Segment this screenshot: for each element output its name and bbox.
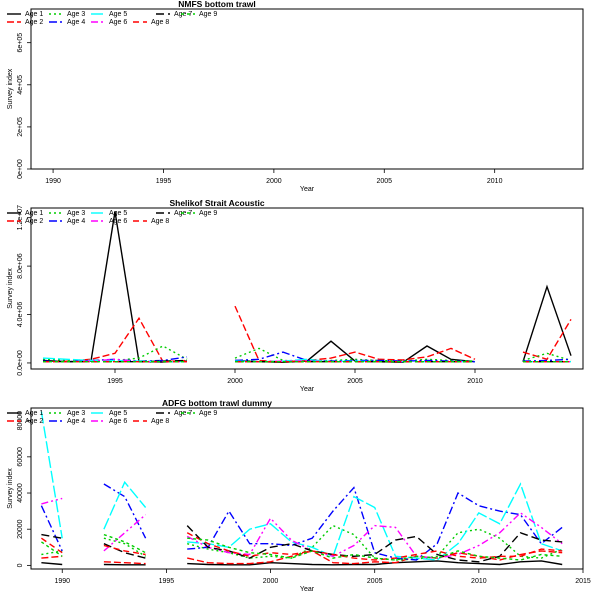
y-tick-label: 60000 [17, 447, 24, 467]
series-line-age-1 [41, 560, 563, 566]
series-line-age-9 [41, 533, 563, 561]
chart-title: ADFG bottom trawl dummy [162, 398, 272, 408]
legend-label-age-8: Age 8 [151, 418, 169, 425]
legend-label-age-5: Age 5 [109, 210, 127, 217]
chart-title: NMFS bottom trawl [178, 0, 255, 9]
x-tick-label: 2000 [266, 178, 282, 185]
x-tick-label: 2000 [227, 378, 243, 385]
legend-label-age-8: Age 8 [151, 218, 169, 225]
legend-label-age-9: Age 9 [199, 210, 217, 217]
chart-panel-3: ADFG bottom trawl dummy 1990 1995 2000 2005 2… [7, 398, 591, 593]
series-line-age-5 [40, 411, 563, 561]
legend-label-age-9: Age 9 [199, 11, 217, 18]
plot-frame [30, 8, 584, 170]
x-axis-label: Year [300, 386, 315, 393]
legend-label-age-1: Age 1 [25, 210, 43, 217]
x-axis-label: Year [300, 186, 315, 193]
legend-label-age-6: Age 6 [109, 218, 127, 225]
x-tick-label: 2010 [471, 578, 487, 585]
y-axis-label: Survey index [7, 68, 14, 109]
series-group [40, 411, 563, 566]
y-tick-label: 0 [17, 563, 24, 567]
x-tick-label: 2010 [487, 178, 503, 185]
y-tick-label: 4e+05 [17, 75, 24, 95]
y-tick-label: 4.0e+06 [17, 302, 24, 328]
y-tick-label: 0.0e+00 [17, 350, 24, 376]
legend-label-age-5: Age 5 [109, 410, 127, 417]
legend-label-age-1: Age 1 [25, 11, 43, 18]
x-tick-label: 1990 [54, 578, 70, 585]
series-line-age-8 [40, 532, 563, 561]
x-tick-label: 1995 [156, 178, 172, 185]
x-axis-label: Year [300, 586, 315, 593]
series-line-age-1 [42, 211, 572, 364]
y-tick-label: 20000 [17, 519, 24, 539]
chart-panel-1: NMFS bottom trawl 1990 1995 2000 2005 2010 0e+… [7, 0, 584, 193]
legend-label-age-2: Age 2 [25, 218, 43, 225]
legend-label-age-1: Age 1 [25, 410, 43, 417]
legend-label-age-4: Age 4 [67, 218, 85, 225]
legend-label-age-3: Age 3 [67, 210, 85, 217]
y-tick-label: 2e+05 [17, 117, 24, 137]
legend-label-age-2: Age 2 [25, 418, 43, 425]
x-tick-label: 2000 [263, 578, 279, 585]
x-tick-label: 2005 [367, 578, 383, 585]
y-tick-label: 1.2e+07 [17, 205, 24, 231]
x-tick-label: 2015 [575, 578, 591, 585]
legend-label-age-3: Age 3 [67, 410, 85, 417]
x-tick-label: 2005 [347, 378, 363, 385]
legend-label-age-6: Age 6 [109, 418, 127, 425]
series-line-age-6 [41, 497, 563, 559]
y-tick-label: 0e+00 [17, 159, 24, 179]
y-tick-label: 6e+05 [17, 33, 24, 53]
series-line-age-2 [42, 305, 572, 363]
legend-label-age-3: Age 3 [67, 11, 85, 18]
x-tick-label: 1990 [45, 178, 61, 185]
x-tick-label: 2005 [376, 178, 392, 185]
legend-label-age-8: Age 8 [151, 19, 169, 26]
series-line-age-3 [42, 345, 572, 363]
x-tick-label: 1995 [159, 578, 175, 585]
legend-label-age-4: Age 4 [67, 418, 85, 425]
plot-frame [30, 407, 584, 570]
legend-label-age-6: Age 6 [109, 19, 127, 26]
chart-title: Shelikof Strait Acoustic [169, 198, 264, 208]
legend-label-age-2: Age 2 [25, 19, 43, 26]
x-tick-label: 2010 [467, 378, 483, 385]
legend-label-age-4: Age 4 [67, 19, 85, 26]
x-tick-label: 1995 [107, 378, 123, 385]
legend-label-age-9: Age 9 [199, 410, 217, 417]
series-line-age-2 [41, 550, 563, 565]
series-line-age-3 [41, 524, 563, 561]
plot-frame [30, 207, 584, 370]
chart-panel-2: Shelikof Strait Acoustic 1995 2000 2005 2010… [7, 198, 584, 393]
y-tick-label: 8.0e+06 [17, 253, 24, 279]
y-axis-label: Survey index [7, 468, 14, 509]
y-tick-label: 40000 [17, 483, 24, 503]
series-line-age-7 [41, 525, 563, 563]
series-line-age-4 [40, 483, 563, 561]
legend-label-age-5: Age 5 [109, 11, 127, 18]
series-group [42, 211, 572, 364]
y-axis-label: Survey index [7, 268, 14, 309]
